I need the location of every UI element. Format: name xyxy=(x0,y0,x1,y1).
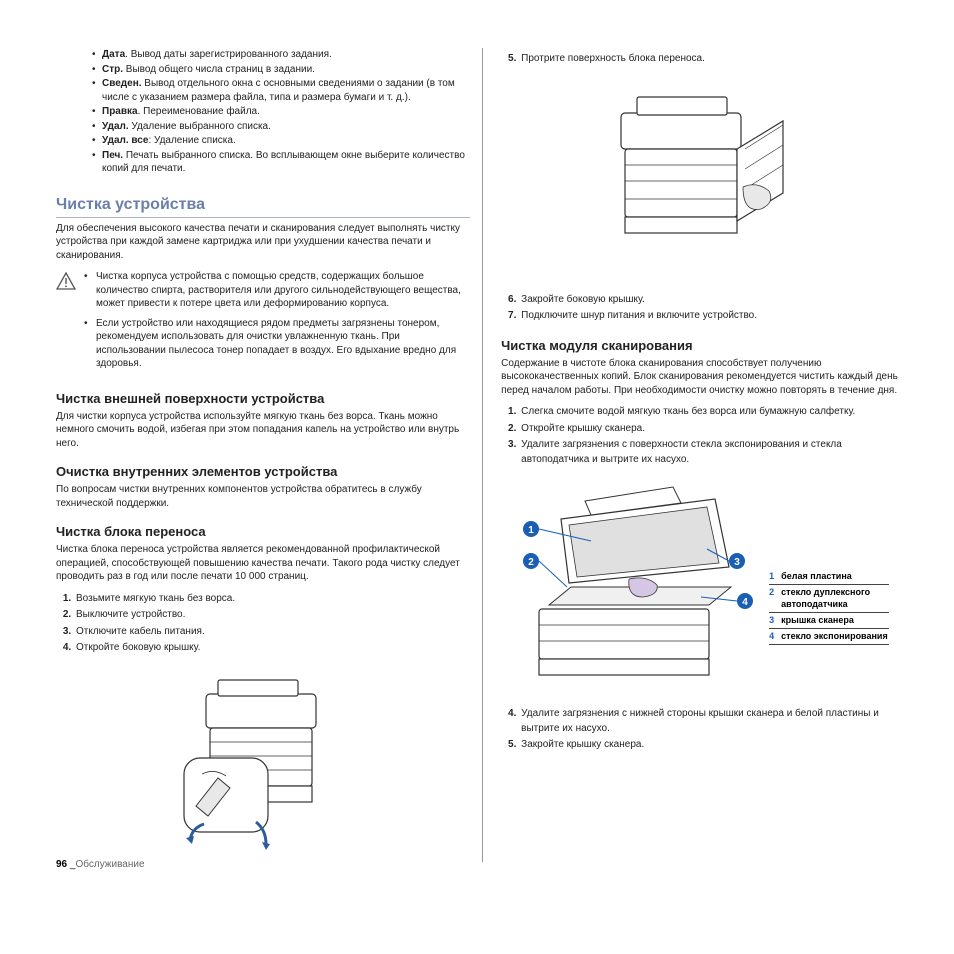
right-column: Протрите поверхность блока переноса. xyxy=(482,48,898,862)
scanner-steps-4-5: Удалите загрязнения с нижней стороны кры… xyxy=(501,707,898,753)
left-column: Дата. Вывод даты зарегистрированного зад… xyxy=(56,48,482,862)
list-item: Выключите устройство. xyxy=(74,608,470,623)
list-item: Протрите поверхность блока переноса. xyxy=(519,52,898,67)
heading-transfer: Чистка блока переноса xyxy=(56,524,470,539)
printer-side-illustration xyxy=(158,666,368,856)
heading-cleaning: Чистка устройства xyxy=(56,196,470,218)
list-item: Откройте крышку сканера. xyxy=(519,422,898,437)
legend-row: 3крышка сканера xyxy=(769,613,889,629)
heading-interior: Очистка внутренних элементов устройства xyxy=(56,464,470,479)
warning-icon xyxy=(56,272,76,377)
list-item: Удалите загрязнения с поверхности стекла… xyxy=(519,438,898,467)
svg-text:2: 2 xyxy=(528,557,534,568)
list-item: Если устройство или находящиеся рядом пр… xyxy=(84,317,470,371)
paragraph-cleaning-intro: Для обеспечения высокого качества печати… xyxy=(56,222,470,263)
list-item: Сведен. Вывод отдельного окна с основным… xyxy=(92,77,470,104)
page-number: 96 xyxy=(56,859,67,870)
list-item: Правка. Переименование файла. xyxy=(92,105,470,119)
list-item: Возьмите мягкую ткань без ворса. xyxy=(74,592,470,607)
transfer-steps: Возьмите мягкую ткань без ворса.Выключит… xyxy=(56,592,470,656)
paragraph-transfer: Чистка блока переноса устройства являетс… xyxy=(56,543,470,584)
list-item: Откройте боковую крышку. xyxy=(74,641,470,656)
list-item: Удал. все: Удаление списка. xyxy=(92,134,470,148)
heading-exterior: Чистка внешней поверхности устройства xyxy=(56,391,470,406)
transfer-step-5: Протрите поверхность блока переноса. xyxy=(501,52,898,67)
svg-text:4: 4 xyxy=(742,597,748,608)
paragraph-exterior: Для чистки корпуса устройства используйт… xyxy=(56,410,470,451)
figure-wipe-transfer xyxy=(501,77,898,287)
list-item: Слегка смочите водой мягкую ткань без во… xyxy=(519,405,898,420)
figure-scanner-with-legend: 1 2 3 4 1белая пластина2стекло дуплексно… xyxy=(501,479,898,699)
legend-row: 4стекло экспонирования xyxy=(769,629,889,645)
list-item: Отключите кабель питания. xyxy=(74,625,470,640)
svg-text:3: 3 xyxy=(734,557,740,568)
scanner-legend: 1белая пластина2стекло дуплексного автоп… xyxy=(769,569,889,645)
page: Дата. Вывод даты зарегистрированного зад… xyxy=(0,0,954,892)
paragraph-scanner: Содержание в чистоте блока сканирования … xyxy=(501,357,898,398)
scanner-steps-1-3: Слегка смочите водой мягкую ткань без во… xyxy=(501,405,898,467)
svg-text:1: 1 xyxy=(528,525,534,536)
chapter-name: Обслуживание xyxy=(75,859,144,870)
list-item: Дата. Вывод даты зарегистрированного зад… xyxy=(92,48,470,62)
printer-wipe-illustration xyxy=(585,77,815,287)
list-item: Стр. Вывод общего числа страниц в задани… xyxy=(92,63,470,77)
transfer-steps-6-7: Закройте боковую крышку.Подключите шнур … xyxy=(501,293,898,324)
scanner-illustration: 1 2 3 4 xyxy=(501,479,761,699)
warning-bullets: Чистка корпуса устройства с помощью сред… xyxy=(84,270,470,377)
warning-block: Чистка корпуса устройства с помощью сред… xyxy=(56,270,470,377)
heading-scanner: Чистка модуля сканирования xyxy=(501,338,898,353)
list-item: Печ. Печать выбранного списка. Во всплыв… xyxy=(92,149,470,176)
list-item: Закройте крышку сканера. xyxy=(519,738,898,753)
page-footer: 96 _Обслуживание xyxy=(56,859,145,870)
legend-row: 2стекло дуплексного автоподатчика xyxy=(769,585,889,613)
list-item: Удал. Удаление выбранного списка. xyxy=(92,120,470,134)
legend-row: 1белая пластина xyxy=(769,569,889,585)
list-item: Удалите загрязнения с нижней стороны кры… xyxy=(519,707,898,736)
top-bullet-list: Дата. Вывод даты зарегистрированного зад… xyxy=(92,48,470,176)
two-column-layout: Дата. Вывод даты зарегистрированного зад… xyxy=(56,48,898,862)
list-item: Подключите шнур питания и включите устро… xyxy=(519,309,898,324)
figure-open-side-cover xyxy=(56,666,470,856)
list-item: Чистка корпуса устройства с помощью сред… xyxy=(84,270,470,311)
paragraph-interior: По вопросам чистки внутренних компоненто… xyxy=(56,483,470,510)
list-item: Закройте боковую крышку. xyxy=(519,293,898,308)
